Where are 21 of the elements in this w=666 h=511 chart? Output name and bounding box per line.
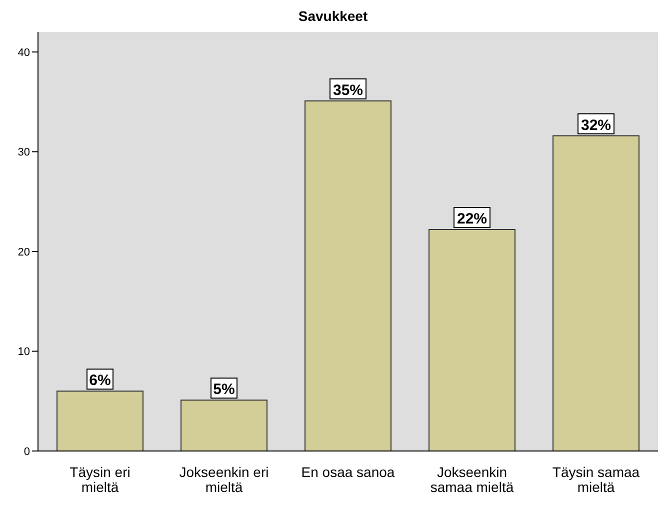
bar (428, 229, 516, 451)
x-tick-label: Täysin eri mieltä (70, 464, 130, 495)
x-tick-label: En osaa sanoa (301, 464, 395, 480)
x-tick-label: Jokseenkin eri mieltä (179, 464, 269, 495)
bar (180, 400, 268, 451)
bar (552, 135, 640, 451)
data-label: 5% (213, 381, 235, 398)
y-tick-label: 0 (24, 446, 30, 458)
y-tick-label: 20 (18, 246, 30, 258)
data-label: 35% (332, 82, 364, 99)
y-tick-label: 30 (18, 146, 30, 159)
y-tick-label: 10 (18, 346, 30, 358)
y-tick-label: 40 (18, 46, 30, 59)
x-tick-label: Täysin samaa mieltä (552, 464, 640, 495)
bar (304, 100, 392, 451)
data-label: 6% (89, 372, 111, 390)
data-label: 32% (580, 116, 612, 134)
chart-title: Savukkeet (297, 8, 369, 26)
data-label: 22% (456, 210, 488, 228)
x-tick-label: Jokseenkin samaa mieltä (430, 464, 514, 495)
bar (56, 390, 144, 451)
